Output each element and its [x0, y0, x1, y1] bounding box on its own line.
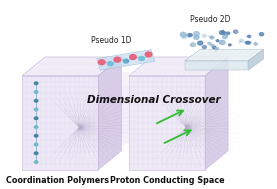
- Circle shape: [202, 46, 206, 49]
- Circle shape: [212, 46, 216, 49]
- Circle shape: [216, 40, 219, 42]
- Circle shape: [34, 108, 38, 111]
- Text: Proton Conducting Space: Proton Conducting Space: [110, 176, 224, 185]
- Circle shape: [145, 52, 152, 57]
- Circle shape: [114, 57, 121, 62]
- Circle shape: [34, 126, 38, 128]
- Circle shape: [180, 32, 186, 37]
- Circle shape: [227, 32, 230, 34]
- Circle shape: [34, 117, 38, 120]
- Circle shape: [223, 35, 227, 39]
- Polygon shape: [22, 57, 121, 76]
- Circle shape: [34, 91, 38, 93]
- Circle shape: [188, 34, 192, 36]
- Circle shape: [34, 143, 38, 146]
- Polygon shape: [129, 57, 228, 76]
- Circle shape: [187, 34, 191, 37]
- Circle shape: [211, 44, 214, 46]
- Circle shape: [210, 36, 214, 39]
- Circle shape: [202, 35, 206, 37]
- Circle shape: [191, 43, 196, 46]
- Circle shape: [224, 32, 228, 35]
- Polygon shape: [98, 57, 121, 170]
- Circle shape: [247, 41, 251, 44]
- Circle shape: [245, 41, 248, 44]
- Circle shape: [208, 42, 211, 45]
- Circle shape: [34, 82, 38, 84]
- Circle shape: [34, 161, 38, 163]
- Circle shape: [34, 134, 38, 137]
- Circle shape: [229, 44, 231, 46]
- Polygon shape: [97, 50, 155, 70]
- Text: Coordination Polymers: Coordination Polymers: [6, 176, 109, 185]
- Polygon shape: [185, 61, 248, 70]
- Circle shape: [198, 41, 203, 45]
- Circle shape: [194, 35, 199, 39]
- Circle shape: [130, 55, 136, 60]
- Polygon shape: [129, 76, 205, 170]
- Polygon shape: [22, 72, 129, 170]
- Circle shape: [99, 60, 105, 65]
- Circle shape: [194, 32, 199, 36]
- Text: Pseudo 2D: Pseudo 2D: [190, 15, 230, 24]
- Circle shape: [216, 47, 219, 50]
- Polygon shape: [22, 76, 98, 170]
- Circle shape: [34, 152, 38, 155]
- Polygon shape: [185, 50, 264, 61]
- Text: Pseudo 1D: Pseudo 1D: [91, 36, 131, 45]
- Circle shape: [219, 31, 225, 35]
- Circle shape: [234, 30, 238, 33]
- Circle shape: [108, 62, 113, 66]
- Circle shape: [139, 57, 144, 60]
- Circle shape: [248, 35, 251, 38]
- Circle shape: [220, 40, 225, 44]
- Polygon shape: [35, 85, 129, 160]
- Polygon shape: [248, 50, 264, 70]
- Circle shape: [34, 99, 38, 102]
- Circle shape: [254, 43, 257, 45]
- Polygon shape: [205, 57, 228, 170]
- Circle shape: [124, 59, 129, 63]
- Circle shape: [182, 35, 186, 39]
- Circle shape: [222, 31, 225, 34]
- Circle shape: [260, 33, 264, 36]
- Circle shape: [239, 39, 243, 42]
- Text: Dimensional Crossover: Dimensional Crossover: [88, 95, 221, 105]
